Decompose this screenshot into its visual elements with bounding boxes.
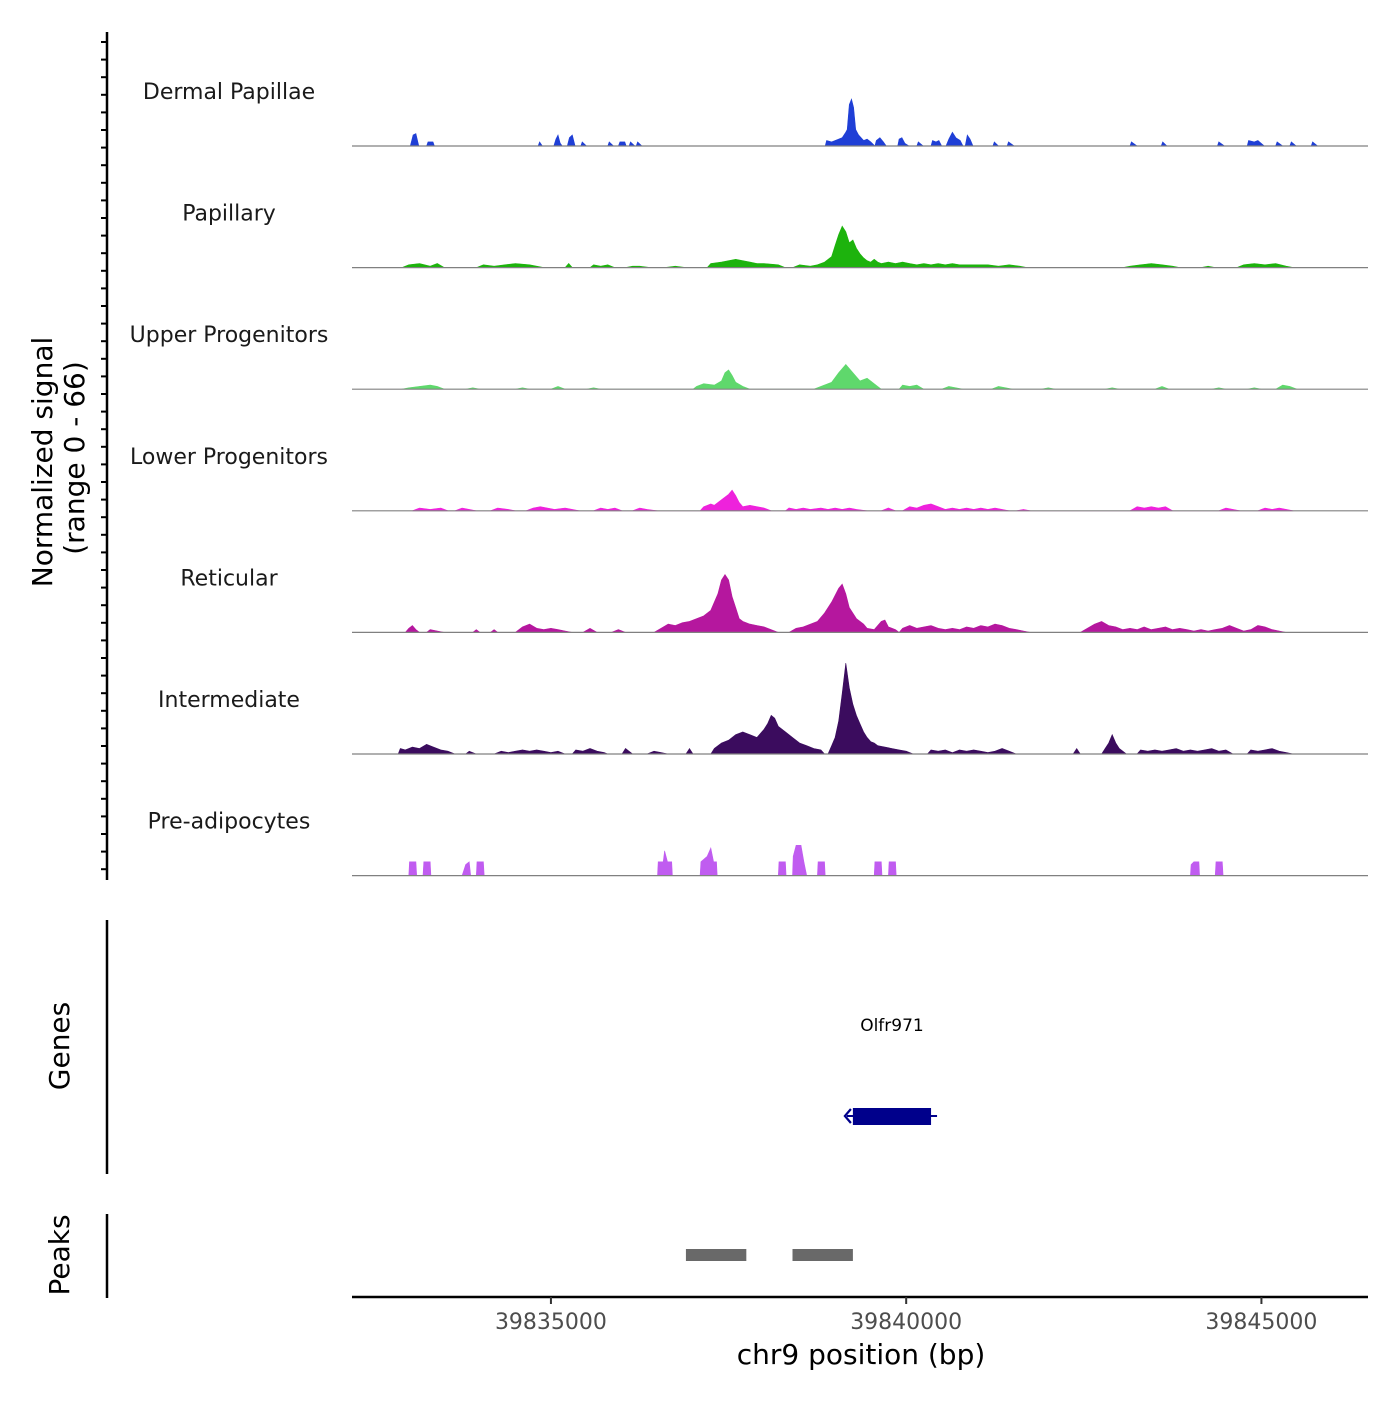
track-label: Dermal Papillae: [143, 80, 315, 105]
track-intermediate: Intermediate: [158, 662, 1368, 755]
track-label: Intermediate: [158, 688, 300, 713]
coverage-area-papillary: [401, 225, 1294, 268]
peak-region: [685, 1249, 747, 1261]
signal-y-axis: [101, 32, 109, 880]
track-pre-adipocytes: Pre-adipocytes: [148, 810, 1368, 877]
track-label: Lower Progenitors: [130, 445, 328, 470]
coverage-area-intermediate: [397, 662, 1294, 755]
coverage-area-reticular: [404, 573, 1287, 633]
track-label: Pre-adipocytes: [148, 810, 311, 835]
peak-region: [792, 1249, 853, 1261]
gene-name-label: Olfr971: [860, 1016, 924, 1036]
genes-panel: Olfr971: [105, 920, 938, 1174]
track-papillary: Papillary: [182, 202, 1368, 269]
track-label: Reticular: [180, 566, 278, 591]
track-lower-progenitors: Lower Progenitors: [130, 445, 1368, 512]
track-dermal-papillae: Dermal Papillae: [143, 80, 1368, 147]
coverage-area-pre-adipocytes: [408, 845, 1224, 876]
gene-olfr971: Olfr971: [843, 1016, 938, 1125]
coverage-area-upper-progenitors: [401, 363, 1298, 390]
coverage-area-lower-progenitors: [412, 489, 1294, 512]
x-tick-label: 39835000: [495, 1310, 607, 1335]
coverage-area-dermal-papillae: [409, 98, 1319, 147]
peaks-panel-label: Peaks: [43, 1214, 76, 1295]
coverage-tracks: Dermal Papillae Papillary Upper Progenitor…: [130, 80, 1368, 877]
x-axis-title: chr9 position (bp): [737, 1338, 986, 1371]
peaks-panel: [105, 1214, 853, 1298]
x-axis: 39835000 39840000 39845000: [352, 1295, 1368, 1335]
track-upper-progenitors: Upper Progenitors: [130, 323, 1368, 390]
y-axis-title-line2: (range 0 - 66): [58, 361, 91, 555]
y-axis-title-line1: Normalized signal: [26, 337, 59, 588]
strand-arrow-icon: [843, 1108, 852, 1124]
genes-panel-label: Genes: [43, 1002, 76, 1090]
track-reticular: Reticular: [180, 566, 1368, 634]
track-label: Papillary: [182, 202, 276, 227]
x-tick-label: 39840000: [850, 1310, 962, 1335]
track-label: Upper Progenitors: [130, 323, 329, 348]
x-tick-label: 39845000: [1205, 1310, 1317, 1335]
